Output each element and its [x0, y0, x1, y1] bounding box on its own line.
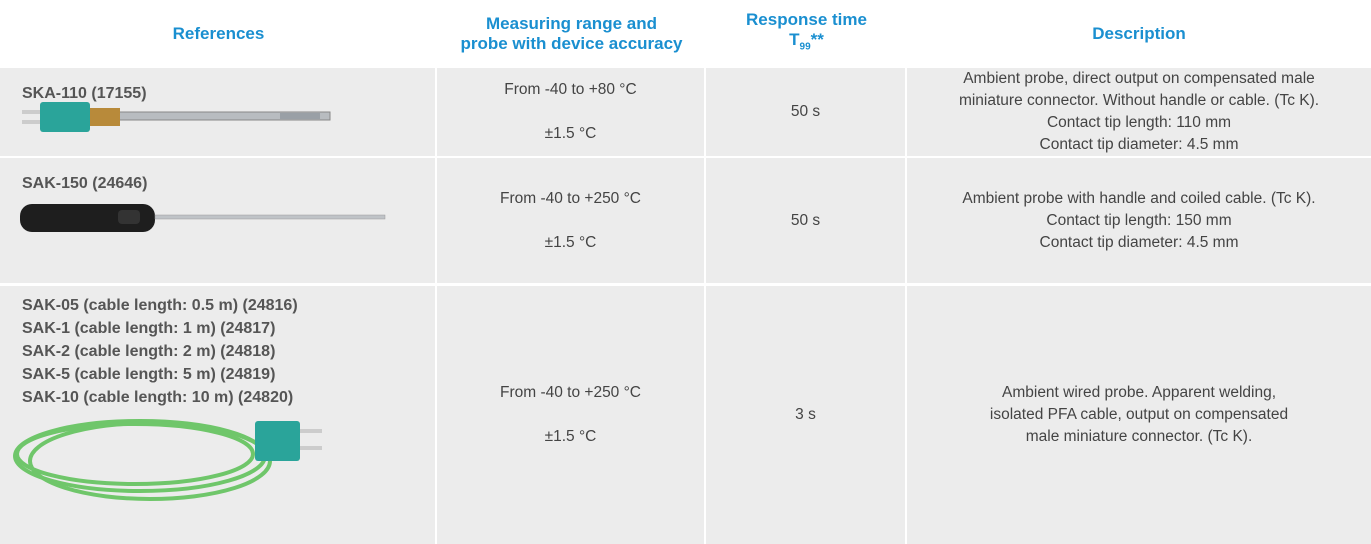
connector — [40, 102, 90, 132]
reference: SKA-110 (17155) — [22, 85, 147, 102]
reference: SAK-1 (cable length: 1 m) (24817) — [22, 320, 276, 337]
response-cell: 50 s — [706, 68, 905, 156]
pin — [22, 120, 42, 124]
reference: SAK-05 (cable length: 0.5 m) (24816) — [22, 297, 298, 314]
description-cell: Ambient probe, direct output on compensa… — [907, 68, 1371, 156]
header-description: Description — [907, 0, 1371, 68]
reference: SAK-10 (cable length: 10 m) (24820) — [22, 389, 294, 406]
response: 50 s — [790, 103, 821, 120]
header-response: Response time T99** — [706, 0, 907, 68]
response: 3 s — [795, 406, 816, 423]
accuracy: ±1.5 °C — [544, 428, 597, 445]
description-line: Contact tip diameter: 4.5 mm — [1039, 136, 1239, 153]
connector — [255, 421, 300, 461]
subscript: 99 — [799, 41, 811, 53]
collar — [90, 108, 120, 126]
description-cell: Ambient wired probe. Apparent welding, is… — [907, 286, 1371, 544]
suffix: ** — [810, 30, 824, 50]
header-range: Measuring range and probe with device ac… — [437, 0, 706, 68]
response: 50 s — [790, 211, 821, 229]
probe-rod — [154, 214, 386, 220]
header-text: References — [172, 24, 265, 43]
probe-image — [13, 419, 322, 501]
range: From -40 to +250 °C — [499, 189, 642, 207]
pin — [300, 446, 322, 450]
header-text: Response time — [746, 10, 867, 30]
description-line: Contact tip length: 110 mm — [1046, 114, 1232, 131]
description-line: Ambient probe, direct output on compensa… — [963, 70, 1315, 87]
symbol: T — [789, 30, 800, 50]
description-line: male miniature connector. (Tc K). — [1025, 428, 1253, 445]
description-line: Ambient probe with handle and coiled cab… — [962, 189, 1316, 207]
pin — [22, 110, 42, 114]
response-cell: 3 s — [706, 286, 905, 544]
header-references: References — [0, 0, 437, 68]
description-line: Contact tip diameter: 4.5 mm — [1039, 233, 1239, 251]
range-cell: From -40 to +250 °C ±1.5 °C — [437, 286, 704, 544]
accuracy: ±1.5 °C — [544, 233, 597, 251]
references-cell: SAK-05 (cable length: 0.5 m) (24816) SAK-… — [0, 286, 435, 544]
probe-tip — [280, 113, 320, 119]
pin — [300, 429, 322, 433]
range-cell: From -40 to +250 °C ±1.5 °C — [437, 158, 704, 283]
probe-image — [22, 102, 331, 132]
description-line: Ambient wired probe. Apparent welding, — [1002, 384, 1276, 401]
cable — [13, 419, 272, 501]
header-text: Measuring range and — [486, 14, 657, 33]
header-text: probe with device accuracy — [460, 34, 683, 53]
range: From -40 to +250 °C — [499, 384, 642, 401]
range-cell: From -40 to +80 °C ±1.5 °C — [437, 68, 704, 156]
button — [118, 210, 140, 224]
reference: SAK-5 (cable length: 5 m) (24819) — [22, 366, 276, 383]
reference: SAK-2 (cable length: 2 m) (24818) — [22, 343, 276, 360]
description-cell: Ambient probe with handle and coiled cab… — [907, 158, 1371, 283]
range: From -40 to +80 °C — [504, 81, 637, 98]
description-line: Contact tip length: 150 mm — [1046, 211, 1232, 229]
header-text: T99** — [789, 30, 824, 57]
description-line: miniature connector. Without handle or c… — [958, 92, 1320, 109]
accuracy: ±1.5 °C — [544, 125, 597, 142]
response-cell: 50 s — [706, 158, 905, 283]
probe-image — [20, 204, 386, 232]
header-text: Description — [1092, 24, 1186, 43]
reference: SAK-150 (24646) — [22, 175, 148, 192]
description-line: isolated PFA cable, output on compensate… — [989, 406, 1289, 423]
